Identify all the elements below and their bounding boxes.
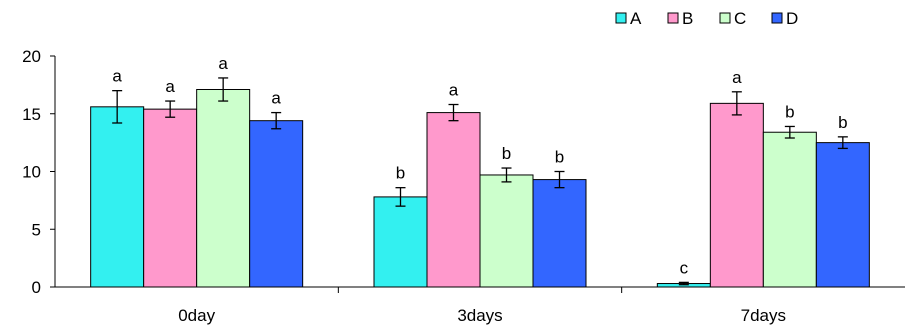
significance-label: b <box>396 164 405 183</box>
bar-a-0day <box>90 106 145 288</box>
bar-b-0day <box>143 108 198 288</box>
significance-label: b <box>838 113 847 132</box>
y-tick-label: 10 <box>22 163 41 182</box>
y-axis: 0 5 10 15 20 <box>22 47 56 297</box>
legend-label-b: B <box>682 9 693 28</box>
y-tick-label: 5 <box>32 220 41 239</box>
bar-a-3days <box>373 196 428 288</box>
legend-label-d: D <box>786 9 798 28</box>
bar-series-group: a b c a a a a b b a b b <box>90 54 870 288</box>
legend-swatch-d <box>771 12 783 24</box>
x-category-label: 3days <box>457 306 502 325</box>
significance-label: a <box>271 89 281 108</box>
significance-label: a <box>449 81 459 100</box>
bar-d-0day <box>249 120 304 288</box>
x-category-label: 7days <box>741 306 786 325</box>
y-tick-label: 20 <box>22 47 41 66</box>
x-axis: 0day 3days 7days <box>55 286 905 325</box>
legend-swatch-a <box>615 12 627 24</box>
legend: A B C D <box>615 9 798 28</box>
legend-label-a: A <box>630 9 642 28</box>
significance-label: a <box>112 67 122 86</box>
significance-label: b <box>555 148 564 167</box>
bar-c-0day <box>196 88 251 288</box>
y-tick-label: 15 <box>22 105 41 124</box>
legend-swatch-b <box>667 12 679 24</box>
bar-c-3days <box>479 174 534 288</box>
significance-label: b <box>785 102 794 121</box>
significance-label: b <box>502 144 511 163</box>
legend-label-c: C <box>734 9 746 28</box>
x-category-label: 0day <box>178 306 215 325</box>
significance-label: c <box>680 258 689 277</box>
significance-label: a <box>732 68 742 87</box>
bar-c-7days <box>762 131 817 288</box>
bar-d-3days <box>532 179 587 288</box>
legend-swatch-c <box>719 12 731 24</box>
y-tick-label: 0 <box>32 278 41 297</box>
significance-label: a <box>218 54 228 73</box>
bar-d-7days <box>815 142 870 288</box>
bar-b-3days <box>426 112 481 288</box>
significance-label: a <box>165 77 175 96</box>
bar-b-7days <box>709 102 764 288</box>
